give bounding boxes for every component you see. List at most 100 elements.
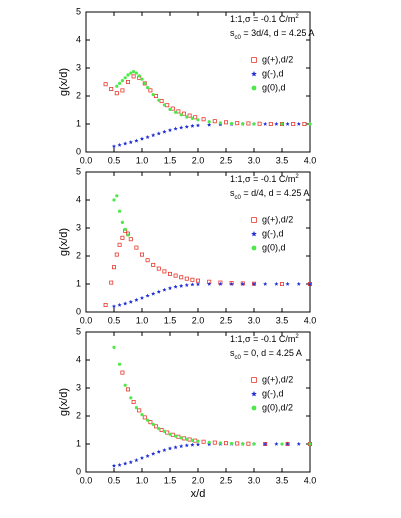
- marker-star: [184, 282, 189, 287]
- marker-star: [134, 297, 139, 302]
- marker-square: [167, 271, 172, 276]
- marker-star: [145, 293, 150, 298]
- marker-circle: [280, 442, 284, 446]
- marker-square: [223, 441, 228, 446]
- x-tick-label: 2.5: [220, 315, 233, 325]
- legend-label: g(0),d: [262, 82, 286, 92]
- annotation: 1:1,σ = -0.1 C/m2: [230, 334, 299, 345]
- marker-square: [120, 235, 125, 240]
- marker-star: [173, 126, 178, 131]
- marker-star: [274, 281, 279, 286]
- marker-square: [120, 88, 125, 93]
- y-tick-label: 5: [76, 326, 81, 336]
- marker-star: [167, 286, 173, 290]
- marker-star: [162, 129, 167, 134]
- legend-label: g(+),d/2: [262, 214, 293, 224]
- x-tick-label: 2.0: [192, 475, 205, 485]
- marker-square: [302, 122, 307, 127]
- marker-star: [128, 299, 133, 304]
- marker-star: [274, 121, 279, 126]
- marker-star: [123, 301, 128, 306]
- marker-circle: [151, 422, 155, 426]
- marker-star: [190, 123, 195, 128]
- marker-square: [128, 237, 133, 242]
- marker-square: [212, 440, 217, 445]
- marker-star: [167, 446, 173, 451]
- marker-star: [195, 123, 201, 128]
- marker-star: [190, 282, 195, 287]
- marker-star: [179, 125, 184, 130]
- marker-square: [148, 88, 153, 93]
- marker-square: [156, 266, 161, 271]
- x-tick-label: 1.0: [136, 155, 149, 165]
- marker-square: [201, 439, 206, 444]
- marker-circle: [120, 79, 124, 83]
- x-tick-label: 0.5: [108, 155, 121, 165]
- marker-star: [145, 134, 150, 139]
- marker-star: [123, 461, 128, 466]
- marker-star: [195, 282, 201, 287]
- marker-square: [103, 302, 108, 307]
- x-tick-label: 0.0: [80, 155, 93, 165]
- marker-square: [176, 434, 181, 439]
- marker-circle: [126, 233, 130, 237]
- marker-circle: [137, 74, 141, 78]
- marker-square: [251, 377, 257, 383]
- y-tick-label: 4: [76, 34, 81, 44]
- x-tick-label: 1.5: [164, 315, 177, 325]
- x-tick-label: 2.5: [220, 155, 233, 165]
- marker-circle: [174, 434, 178, 438]
- marker-square: [103, 82, 108, 87]
- marker-square: [184, 276, 189, 281]
- marker-square: [148, 420, 153, 425]
- marker-square: [190, 277, 195, 282]
- y-tick-label: 0: [76, 146, 81, 156]
- marker-star: [240, 281, 245, 286]
- marker-square: [159, 99, 164, 104]
- marker-star: [207, 281, 212, 286]
- marker-circle: [196, 118, 200, 122]
- marker-star: [139, 295, 145, 300]
- marker-square: [223, 120, 228, 125]
- marker-square: [139, 252, 144, 257]
- x-tick-label: 0.5: [108, 475, 121, 485]
- marker-star: [156, 289, 161, 294]
- marker-star: [229, 281, 234, 286]
- marker-circle: [143, 81, 147, 85]
- marker-star: [285, 121, 290, 126]
- marker-square: [235, 441, 240, 446]
- marker-circle: [115, 84, 119, 88]
- x-tick-label: 3.5: [276, 155, 289, 165]
- annotation: sc0 = d/4, d = 4.25 A: [230, 188, 309, 200]
- marker-square: [114, 252, 119, 257]
- marker-star: [151, 133, 156, 137]
- marker-square: [201, 117, 206, 122]
- marker-square: [145, 258, 150, 263]
- annotation-rest: = 3d/4, d = 4.25 A: [241, 28, 315, 38]
- x-tick-label: 4.0: [304, 475, 317, 485]
- marker-circle: [185, 115, 189, 119]
- marker-circle: [134, 71, 138, 75]
- marker-circle: [230, 441, 234, 446]
- marker-star: [296, 441, 301, 446]
- marker-star: [173, 445, 178, 450]
- marker-square: [187, 437, 192, 442]
- marker-star: [173, 284, 178, 289]
- marker-circle: [252, 122, 256, 126]
- marker-star: [251, 231, 257, 237]
- annotation-text: 1:1,σ = -0.1 C/m: [230, 14, 295, 24]
- marker-star: [139, 455, 145, 460]
- x-tick-label: 3.0: [248, 475, 261, 485]
- marker-star: [128, 460, 133, 464]
- marker-square: [120, 370, 125, 375]
- marker-circle: [207, 440, 211, 444]
- marker-square: [165, 430, 170, 435]
- x-tick-label: 1.5: [164, 155, 177, 165]
- marker-circle: [140, 413, 144, 417]
- marker-star: [307, 281, 313, 286]
- marker-circle: [190, 116, 194, 120]
- marker-circle: [123, 227, 127, 231]
- marker-circle: [126, 73, 130, 77]
- x-tick-label: 1.5: [164, 475, 177, 485]
